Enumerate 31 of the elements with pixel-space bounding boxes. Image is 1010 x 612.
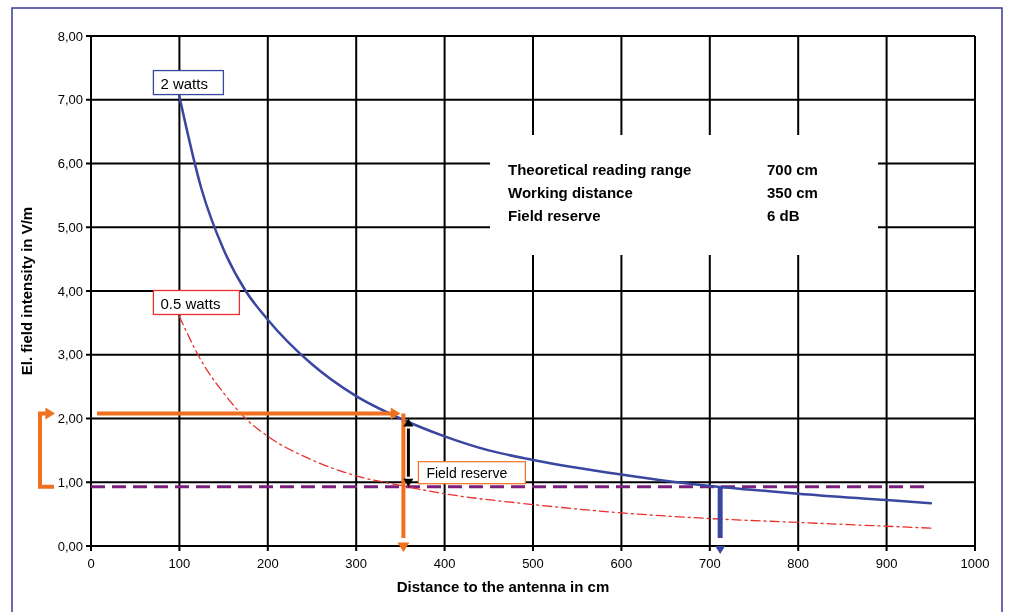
y-tick-label: 8,00	[57, 28, 83, 44]
annotation: Theoretical reading range	[508, 161, 692, 178]
y-tick-label: 6,00	[57, 156, 83, 171]
x-axis-title: Distance to the antenna in cm	[396, 578, 610, 595]
annotation: 350 cm	[767, 184, 818, 201]
x-tick-label: 100	[168, 556, 191, 571]
annotation: 700 cm	[767, 161, 818, 178]
x-tick-label: 500	[522, 556, 544, 571]
y-tick-label: 7,00	[57, 92, 83, 108]
series-label: 0.5 watts	[160, 294, 221, 312]
y-tick-label: 3,00	[57, 347, 83, 363]
y-axis-title: El. field intensity in V/m	[18, 206, 35, 376]
annotation: 6 dB	[767, 207, 800, 224]
annotation: Field reserve	[426, 464, 508, 481]
x-tick-label: 200	[256, 556, 279, 571]
y-tick-label: 5,00	[57, 219, 83, 235]
x-tick-label: 1000	[960, 556, 990, 571]
x-tick-label: 900	[875, 556, 898, 571]
x-tick-label: 700	[698, 556, 721, 571]
y-tick-label: 0,00	[57, 538, 83, 554]
x-tick-label: 0	[87, 556, 95, 571]
x-tick-label: 300	[345, 556, 368, 571]
annotation: Working distance	[508, 184, 633, 201]
x-tick-label: 800	[787, 556, 810, 571]
x-tick-label: 600	[610, 556, 633, 571]
x-tick-label: 400	[433, 556, 456, 571]
y-tick-label: 2,00	[57, 411, 83, 426]
annotation: Field reserve	[508, 207, 601, 224]
y-tick-label: 1,00	[57, 474, 83, 490]
y-tick-label: 4,00	[57, 283, 83, 299]
series-label: 2 watts	[160, 74, 208, 92]
